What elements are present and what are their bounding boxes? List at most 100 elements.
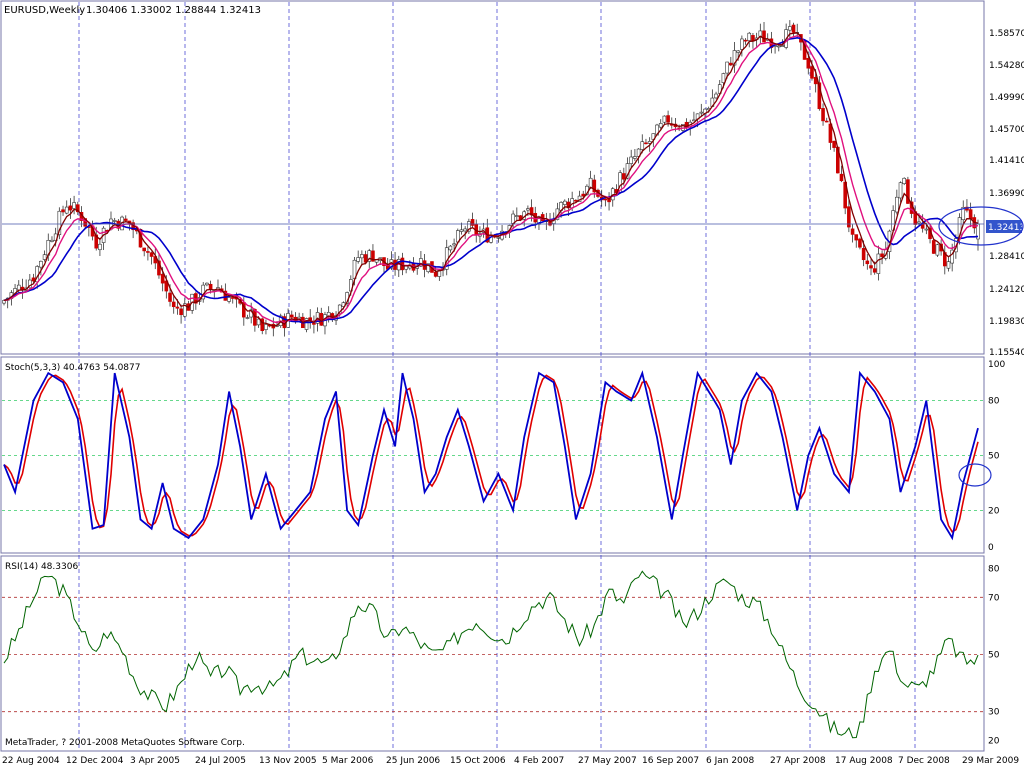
- x-tick-label: 22 Aug 2004: [2, 756, 60, 766]
- candle-body: [175, 306, 180, 309]
- stoch-tick-label: 50: [988, 452, 1000, 462]
- candle-body: [865, 260, 870, 265]
- candle-body: [57, 210, 62, 236]
- candle-body: [256, 318, 261, 326]
- candle-body: [917, 221, 921, 224]
- candle-body: [433, 271, 438, 277]
- stoch-tick-label: 100: [988, 360, 1005, 370]
- candle-body: [304, 318, 309, 330]
- candle-body: [658, 123, 663, 128]
- stoch-panel[interactable]: [2, 370, 984, 541]
- stoch-main-line: [3, 370, 979, 541]
- candle-body: [832, 140, 836, 148]
- candle-body: [629, 156, 633, 164]
- ma-slow-line: [3, 36, 979, 324]
- candle-body: [791, 24, 796, 33]
- candle-body: [876, 253, 881, 274]
- candle-body: [847, 206, 851, 228]
- candle-body: [588, 177, 593, 189]
- candle-body: [75, 204, 80, 213]
- candle-body: [64, 206, 69, 214]
- candle-body: [636, 148, 641, 157]
- candle-body: [758, 30, 763, 37]
- candle-body: [312, 322, 316, 325]
- price-panel[interactable]: [2, 20, 984, 337]
- x-tick-label: 25 Jun 2006: [386, 756, 440, 766]
- rsi-tick-label: 30: [988, 708, 1000, 718]
- candle-body: [644, 142, 648, 145]
- candle-body: [699, 111, 704, 114]
- current-price-text: 1.32413: [988, 223, 1024, 233]
- candle-body: [662, 115, 667, 123]
- candle-body: [721, 73, 726, 83]
- candle-body: [640, 141, 645, 150]
- rsi-tick-label: 20: [988, 736, 1000, 746]
- price-panel-frame: [0, 0, 985, 355]
- stoch-panel-frame: [0, 356, 985, 554]
- candle-body: [681, 124, 685, 131]
- price-tick-label: 1.28410: [989, 252, 1024, 262]
- candle-body: [946, 261, 951, 269]
- candle-body: [16, 284, 21, 291]
- rsi-tick-label: 50: [988, 651, 1000, 661]
- candle-body: [28, 279, 32, 289]
- ma-fast-line: [3, 32, 979, 327]
- candle-body: [182, 303, 187, 317]
- candle-body: [68, 205, 73, 211]
- candle-body: [289, 314, 294, 318]
- symbol-label: EURUSD,Weekly: [4, 5, 85, 16]
- candle-body: [168, 292, 172, 302]
- candle-body: [452, 243, 456, 246]
- candle-body: [463, 228, 467, 232]
- candle-body: [319, 313, 324, 326]
- candle-body: [725, 61, 729, 74]
- candle-body: [264, 324, 268, 330]
- candle-body: [496, 237, 501, 239]
- candle-body: [31, 277, 36, 282]
- candle-body: [562, 200, 567, 205]
- candle-body: [227, 297, 231, 302]
- candle-body: [961, 207, 966, 221]
- candle-body: [858, 238, 862, 248]
- candle-body: [850, 228, 855, 235]
- candle-body: [906, 179, 910, 204]
- candle-body: [356, 257, 360, 262]
- candle-body: [839, 173, 844, 182]
- rsi-panel[interactable]: [2, 570, 984, 739]
- candle-body: [931, 240, 936, 254]
- stoch-label: Stoch(5,3,3) 40.4763 54.0877: [5, 363, 140, 373]
- candle-body: [861, 248, 866, 261]
- x-tick-label: 13 Nov 2005: [259, 756, 317, 766]
- x-tick-label: 17 Aug 2008: [835, 756, 893, 766]
- candle-body: [467, 221, 471, 232]
- candle-body: [50, 239, 54, 242]
- candle-body: [146, 251, 150, 253]
- ohlc-label: 1.30406 1.33002 1.28844 1.32413: [86, 5, 261, 16]
- candle-body: [902, 177, 907, 184]
- x-tick-label: 24 Jul 2005: [195, 756, 246, 766]
- candle-body: [419, 258, 423, 267]
- candle-body: [880, 253, 884, 257]
- candle-body: [61, 209, 65, 213]
- candle-body: [714, 93, 718, 99]
- candle-body: [692, 119, 696, 122]
- candle-body: [743, 39, 748, 42]
- copyright-label: MetaTrader, ? 2001-2008 MetaQuotes Softw…: [5, 738, 245, 748]
- candle-body: [622, 173, 626, 180]
- candle-body: [223, 290, 228, 301]
- x-tick-label: 16 Sep 2007: [642, 756, 699, 766]
- candle-body: [426, 263, 431, 273]
- candle-body: [123, 218, 128, 221]
- candle-body: [164, 280, 169, 292]
- candle-body: [260, 318, 265, 332]
- candle-body: [924, 228, 929, 231]
- candle-body: [935, 244, 940, 256]
- candle-body: [968, 209, 973, 220]
- candle-body: [337, 304, 342, 314]
- price-tick-label: 1.58570: [989, 29, 1024, 39]
- rsi-tick-label: 80: [988, 565, 1000, 575]
- candle-body: [806, 57, 811, 69]
- stoch-signal-line: [3, 374, 979, 537]
- candle-body: [633, 156, 637, 159]
